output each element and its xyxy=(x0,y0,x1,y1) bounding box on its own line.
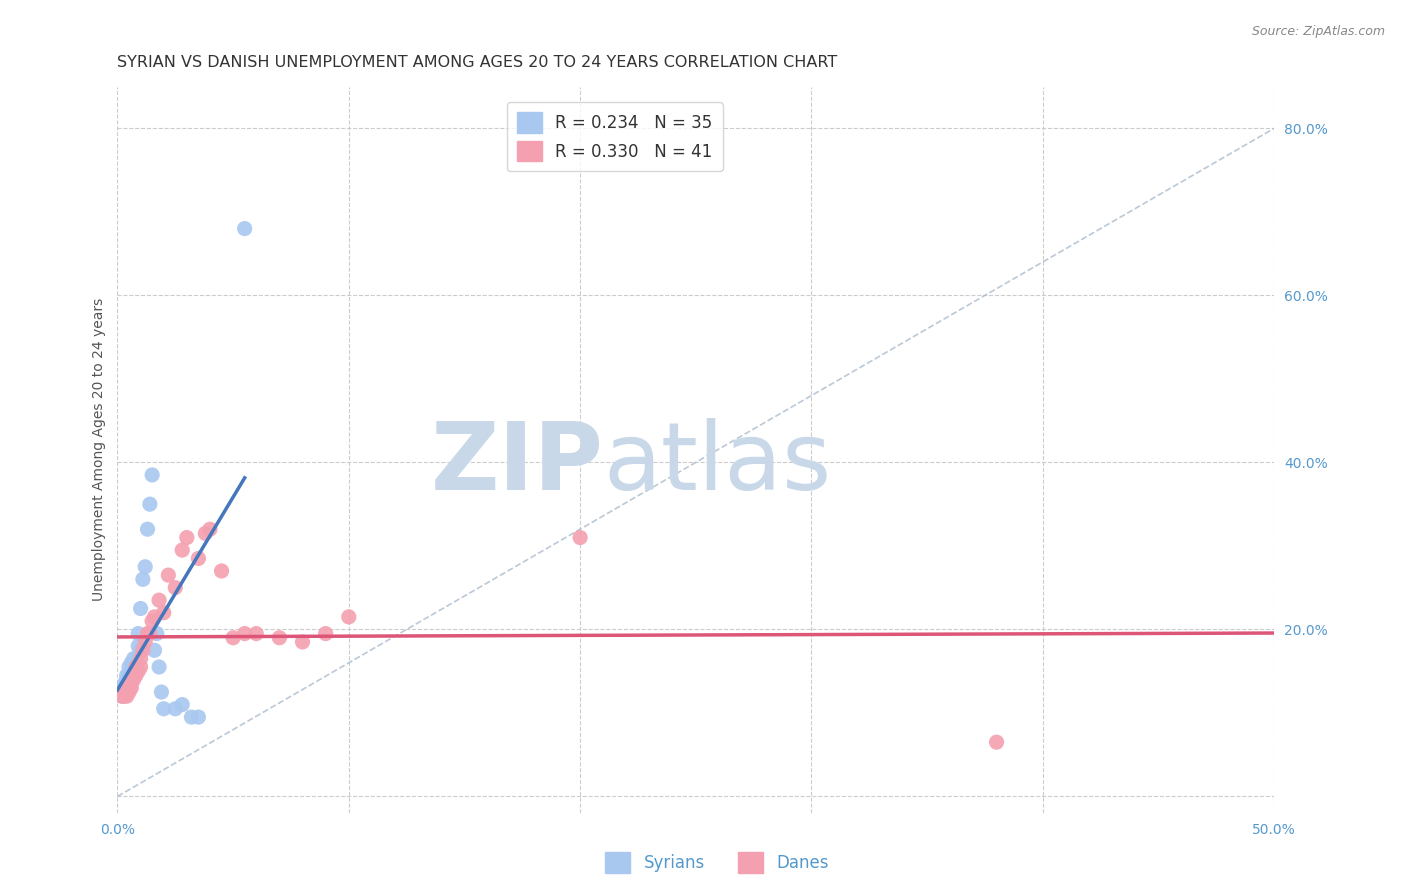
Point xyxy=(115,668,138,682)
Point xyxy=(122,656,145,670)
Point xyxy=(129,643,152,657)
Point xyxy=(143,643,166,657)
Point xyxy=(111,690,134,704)
Point xyxy=(134,635,156,649)
Point xyxy=(315,626,337,640)
Point xyxy=(157,568,180,582)
Point xyxy=(115,690,138,704)
Text: SYRIAN VS DANISH UNEMPLOYMENT AMONG AGES 20 TO 24 YEARS CORRELATION CHART: SYRIAN VS DANISH UNEMPLOYMENT AMONG AGES… xyxy=(118,55,838,70)
Point xyxy=(118,668,141,682)
Point xyxy=(165,581,187,595)
Point xyxy=(115,685,138,699)
Text: atlas: atlas xyxy=(603,418,831,510)
Point xyxy=(127,664,149,678)
Point xyxy=(111,685,134,699)
Point xyxy=(139,626,162,640)
Point xyxy=(127,639,149,653)
Point xyxy=(118,685,141,699)
Point xyxy=(176,531,198,545)
Point xyxy=(172,543,194,558)
Point xyxy=(222,631,245,645)
Point xyxy=(187,551,209,566)
Point xyxy=(141,614,163,628)
Point xyxy=(125,668,148,682)
Point xyxy=(118,660,141,674)
Point xyxy=(129,660,152,674)
Point xyxy=(152,606,174,620)
Point xyxy=(127,626,149,640)
Point xyxy=(111,681,134,695)
Point xyxy=(187,710,209,724)
Text: ZIP: ZIP xyxy=(430,418,603,510)
Point xyxy=(115,685,138,699)
Point xyxy=(112,681,135,695)
Point xyxy=(569,531,592,545)
Point xyxy=(172,698,194,712)
Point xyxy=(337,610,360,624)
Point xyxy=(194,526,217,541)
Point xyxy=(145,626,167,640)
Point xyxy=(118,681,141,695)
Point xyxy=(112,676,135,690)
Point xyxy=(115,673,138,687)
Point xyxy=(986,735,1008,749)
Point xyxy=(111,690,134,704)
Point xyxy=(269,631,291,645)
Point xyxy=(165,702,187,716)
Point xyxy=(132,572,155,586)
Y-axis label: Unemployment Among Ages 20 to 24 years: Unemployment Among Ages 20 to 24 years xyxy=(93,298,107,601)
Point xyxy=(118,673,141,687)
Point xyxy=(245,626,267,640)
Point xyxy=(120,676,142,690)
Point xyxy=(136,522,159,536)
Point xyxy=(125,660,148,674)
Point xyxy=(120,681,142,695)
Point xyxy=(233,221,256,235)
Point xyxy=(211,564,233,578)
Point xyxy=(112,685,135,699)
Point xyxy=(122,673,145,687)
Point xyxy=(125,660,148,674)
Point xyxy=(291,635,314,649)
Point xyxy=(139,497,162,511)
Point xyxy=(148,593,170,607)
Point xyxy=(129,601,152,615)
Point xyxy=(134,559,156,574)
Point xyxy=(122,651,145,665)
Point xyxy=(150,685,173,699)
Point xyxy=(233,626,256,640)
Point xyxy=(112,690,135,704)
Point xyxy=(132,643,155,657)
Point xyxy=(120,656,142,670)
Legend: R = 0.234   N = 35, R = 0.330   N = 41: R = 0.234 N = 35, R = 0.330 N = 41 xyxy=(508,103,723,171)
Point xyxy=(129,651,152,665)
Point xyxy=(143,610,166,624)
Point xyxy=(141,467,163,482)
Legend: Syrians, Danes: Syrians, Danes xyxy=(599,846,835,880)
Point xyxy=(120,664,142,678)
Point xyxy=(198,522,221,536)
Point xyxy=(125,651,148,665)
Text: Source: ZipAtlas.com: Source: ZipAtlas.com xyxy=(1251,25,1385,38)
Point xyxy=(148,660,170,674)
Point xyxy=(180,710,202,724)
Point xyxy=(136,626,159,640)
Point xyxy=(152,702,174,716)
